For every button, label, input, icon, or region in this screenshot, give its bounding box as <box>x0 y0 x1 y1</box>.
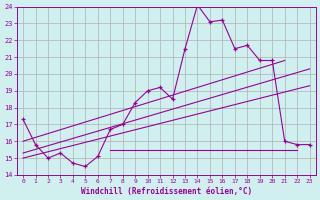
X-axis label: Windchill (Refroidissement éolien,°C): Windchill (Refroidissement éolien,°C) <box>81 187 252 196</box>
